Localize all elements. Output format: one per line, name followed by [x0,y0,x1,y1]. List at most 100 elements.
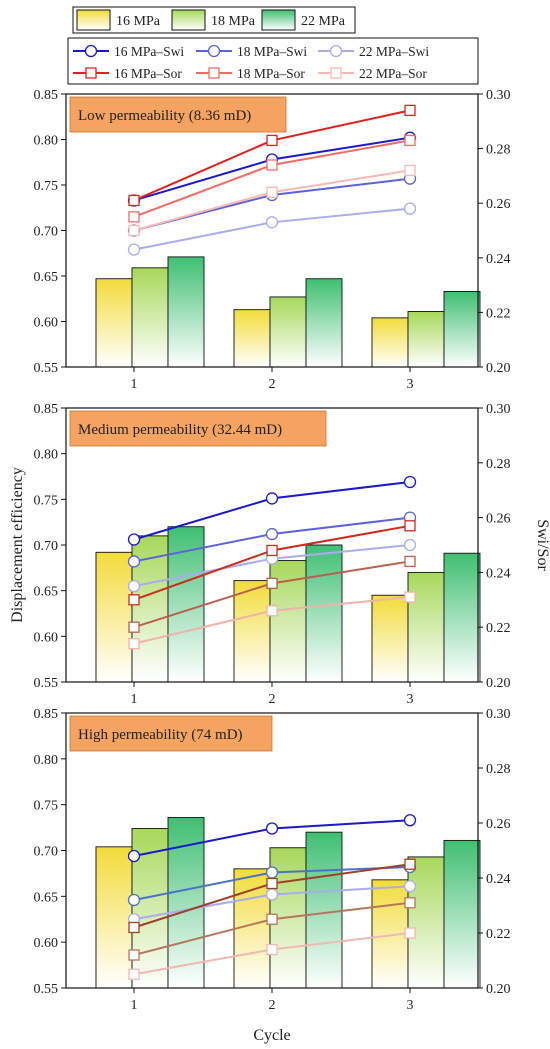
data-point [403,475,417,489]
series-line [133,207,411,251]
y-left-tick-label: 0.70 [34,539,59,554]
bar [95,846,133,989]
data-point [266,159,278,171]
bar [407,571,445,683]
y-left-tick-label: 0.65 [34,890,59,905]
legend-line-marker [208,67,220,79]
data-point [265,822,279,835]
legend-swatch-18mpa [171,9,206,31]
y-left-tick-label: 0.85 [34,402,59,417]
x-tick-label: 2 [269,377,276,392]
line-legend: 16 MPa–Swi 18 MPa–Swi 22 MPa–Swi 16 MPa–Sor… [67,37,479,85]
data-point [128,621,140,633]
y-right-tick-label: 0.26 [486,197,511,212]
data-point [266,877,278,890]
x-tick-label: 3 [407,998,414,1013]
data-point [266,577,278,590]
data-point [127,533,141,546]
panel-2: 0.55 0.60 0.65 0.70 0.75 0.80 0.85 0.20 0.22 0.24… [34,402,511,707]
y-left-tick-label: 0.75 [34,179,59,194]
data-point [404,927,416,939]
y-left-tick-label: 0.85 [34,707,59,722]
data-point [266,186,278,198]
bar [233,580,271,683]
y-left-tick-label: 0.65 [34,270,59,285]
legend-line-marker [207,44,221,58]
legend-label-16mpa: 16 MPa [116,14,161,29]
bar [443,291,481,368]
bar [443,839,481,989]
y-left-tick-label: 0.70 [34,225,59,240]
data-point [403,814,417,827]
panel-title-box [69,715,273,752]
y-right-tick-label: 0.28 [486,762,511,777]
x-axis-label: Cycle [253,1027,290,1044]
data-point [265,527,279,541]
bar-legend: 16 MPa 18 MPa 22 MPa [72,6,356,34]
bar [407,311,445,368]
y-left-tick-label: 0.65 [34,585,59,600]
data-point [266,913,278,925]
data-point [128,194,140,207]
panel-title-box [69,410,327,447]
data-point [266,943,278,956]
y-right-tick-label: 0.26 [486,512,511,527]
bar [305,831,343,989]
data-point [403,538,417,552]
y-left-tick-label: 0.55 [34,676,59,691]
bar-legend-box [72,6,356,34]
bar [95,278,133,368]
data-point [404,555,416,568]
panel-title: Low permeability (8.36 mD) [78,108,251,124]
data-point [404,520,416,532]
y-axis-right-label: Swi/Sor [534,519,550,571]
data-point [128,637,140,650]
legend-swatch-22mpa [261,9,296,31]
bar [167,526,205,683]
y-left-tick-label: 0.80 [34,448,59,463]
legend-label-18mpa: 18 MPa [211,14,256,29]
y-left-tick-label: 0.85 [34,88,59,103]
x-tick-label: 1 [131,377,138,392]
panel-title: Medium permeability (32.44 mD) [78,422,282,438]
x-tick-label: 2 [269,692,276,707]
y-left-tick-label: 0.55 [34,361,59,376]
data-point [127,243,141,256]
data-point [404,164,416,177]
y-right-tick-label: 0.22 [486,621,511,636]
legend-line-marker [330,67,342,79]
panel-title-box [69,96,287,133]
data-point [128,224,140,237]
data-point [266,134,278,147]
y-right-tick-label: 0.24 [486,252,511,267]
bar [371,594,409,683]
data-point [128,968,140,980]
y-left-tick-label: 0.60 [34,630,59,645]
data-point [265,888,279,901]
legend-line-label: 16 MPa–Swi [114,44,184,59]
data-point [265,492,279,505]
bar [371,317,409,368]
y-left-tick-label: 0.60 [34,936,59,951]
x-tick-label: 3 [407,377,414,392]
panel-3: 0.55 0.60 0.65 0.70 0.75 0.80 0.85 0.20 0.22 0.24… [34,707,511,1013]
y-left-tick-label: 0.55 [34,982,59,997]
legend-line-marker [329,44,343,58]
x-tick-label: 3 [407,692,414,707]
legend-line-label: 22 MPa–Swi [359,44,429,59]
y-right-tick-label: 0.24 [486,872,511,887]
y-left-tick-label: 0.70 [34,845,59,860]
bar [305,544,343,683]
x-tick-label: 1 [131,998,138,1013]
y-left-tick-label: 0.60 [34,316,59,331]
y-right-tick-label: 0.30 [486,402,511,417]
bar [95,551,133,683]
y-left-tick-label: 0.80 [34,753,59,768]
panel-1: 0.55 0.60 0.65 0.70 0.75 0.80 0.85 0.20 0.22 0.24… [34,88,511,392]
y-right-tick-label: 0.30 [486,88,511,103]
data-point [128,211,140,223]
y-right-tick-label: 0.20 [486,676,511,691]
y-left-tick-label: 0.75 [34,493,59,508]
legend-line-label: 16 MPa–Sor [114,66,182,81]
legend-line-label: 22 MPa–Sor [359,66,427,81]
